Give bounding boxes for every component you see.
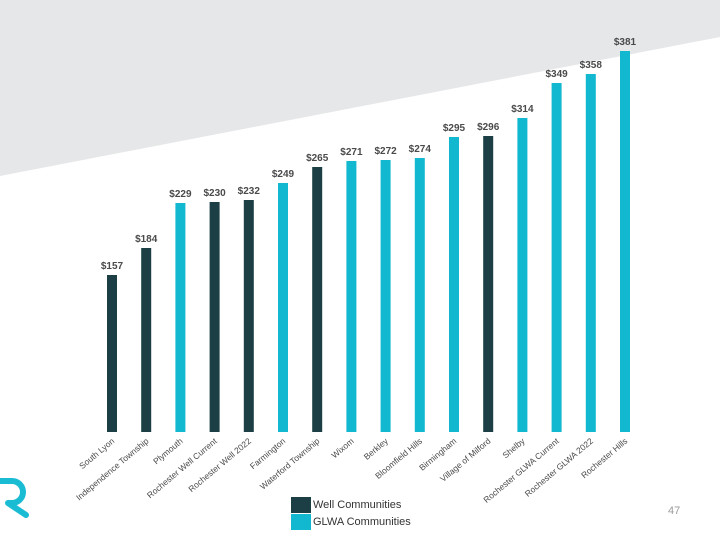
bar-10 bbox=[449, 137, 459, 432]
category-label-4: Rochester Well 2022 bbox=[186, 436, 253, 494]
bar-5 bbox=[278, 183, 288, 432]
bar-13 bbox=[551, 83, 562, 432]
bar-11 bbox=[483, 136, 494, 432]
bar-7 bbox=[346, 161, 357, 432]
category-label-8: Berkley bbox=[362, 435, 391, 461]
bar-8 bbox=[380, 160, 391, 432]
bar-9 bbox=[414, 158, 425, 432]
bar-4 bbox=[243, 200, 254, 432]
legend-label-well: Well Communities bbox=[313, 499, 402, 511]
value-label-12: $314 bbox=[511, 104, 534, 115]
value-label-9: $274 bbox=[409, 144, 432, 155]
chart-legend: Well Communities GLWA Communities bbox=[291, 497, 411, 531]
bar-2 bbox=[175, 203, 186, 432]
bar-15 bbox=[620, 51, 630, 432]
r-logo-icon bbox=[0, 478, 30, 523]
value-label-15: $381 bbox=[614, 37, 637, 48]
r-logo-shape bbox=[0, 478, 29, 518]
value-label-6: $265 bbox=[306, 153, 329, 164]
value-label-5: $249 bbox=[272, 169, 295, 180]
category-label-2: Plymouth bbox=[151, 436, 185, 467]
bar-1 bbox=[141, 248, 152, 432]
value-label-7: $271 bbox=[340, 147, 363, 158]
category-label-12: Shelby bbox=[500, 435, 527, 460]
r-logo-path bbox=[0, 478, 29, 518]
category-label-7: Wixom bbox=[329, 436, 355, 460]
value-label-0: $157 bbox=[101, 261, 124, 272]
legend-swatch-glwa bbox=[291, 514, 311, 530]
bar-6 bbox=[312, 167, 323, 432]
legend-item-well: Well Communities bbox=[291, 497, 411, 513]
value-label-3: $230 bbox=[203, 188, 226, 199]
value-label-2: $229 bbox=[169, 189, 192, 200]
value-label-10: $295 bbox=[443, 123, 466, 134]
legend-label-glwa: GLWA Communities bbox=[313, 516, 411, 528]
legend-swatch-well bbox=[291, 497, 311, 513]
value-label-1: $184 bbox=[135, 234, 158, 245]
bar-3 bbox=[209, 202, 220, 432]
value-label-13: $349 bbox=[545, 69, 568, 80]
bar-0 bbox=[107, 275, 117, 432]
page-number: 47 bbox=[668, 505, 681, 517]
category-label-6: Waterford Township bbox=[258, 436, 322, 492]
header-banner bbox=[0, 0, 720, 176]
value-label-14: $358 bbox=[580, 60, 603, 71]
value-label-8: $272 bbox=[374, 146, 397, 157]
value-labels-group: $157 $184 $229 $230 $232 $249 $265 $271 $272 $274… bbox=[101, 37, 637, 272]
value-label-11: $296 bbox=[477, 122, 500, 133]
bar-14 bbox=[585, 74, 596, 432]
value-label-4: $232 bbox=[238, 186, 261, 197]
legend-item-glwa: GLWA Communities bbox=[291, 514, 411, 530]
bars-group bbox=[107, 51, 630, 432]
bar-12 bbox=[517, 118, 528, 432]
